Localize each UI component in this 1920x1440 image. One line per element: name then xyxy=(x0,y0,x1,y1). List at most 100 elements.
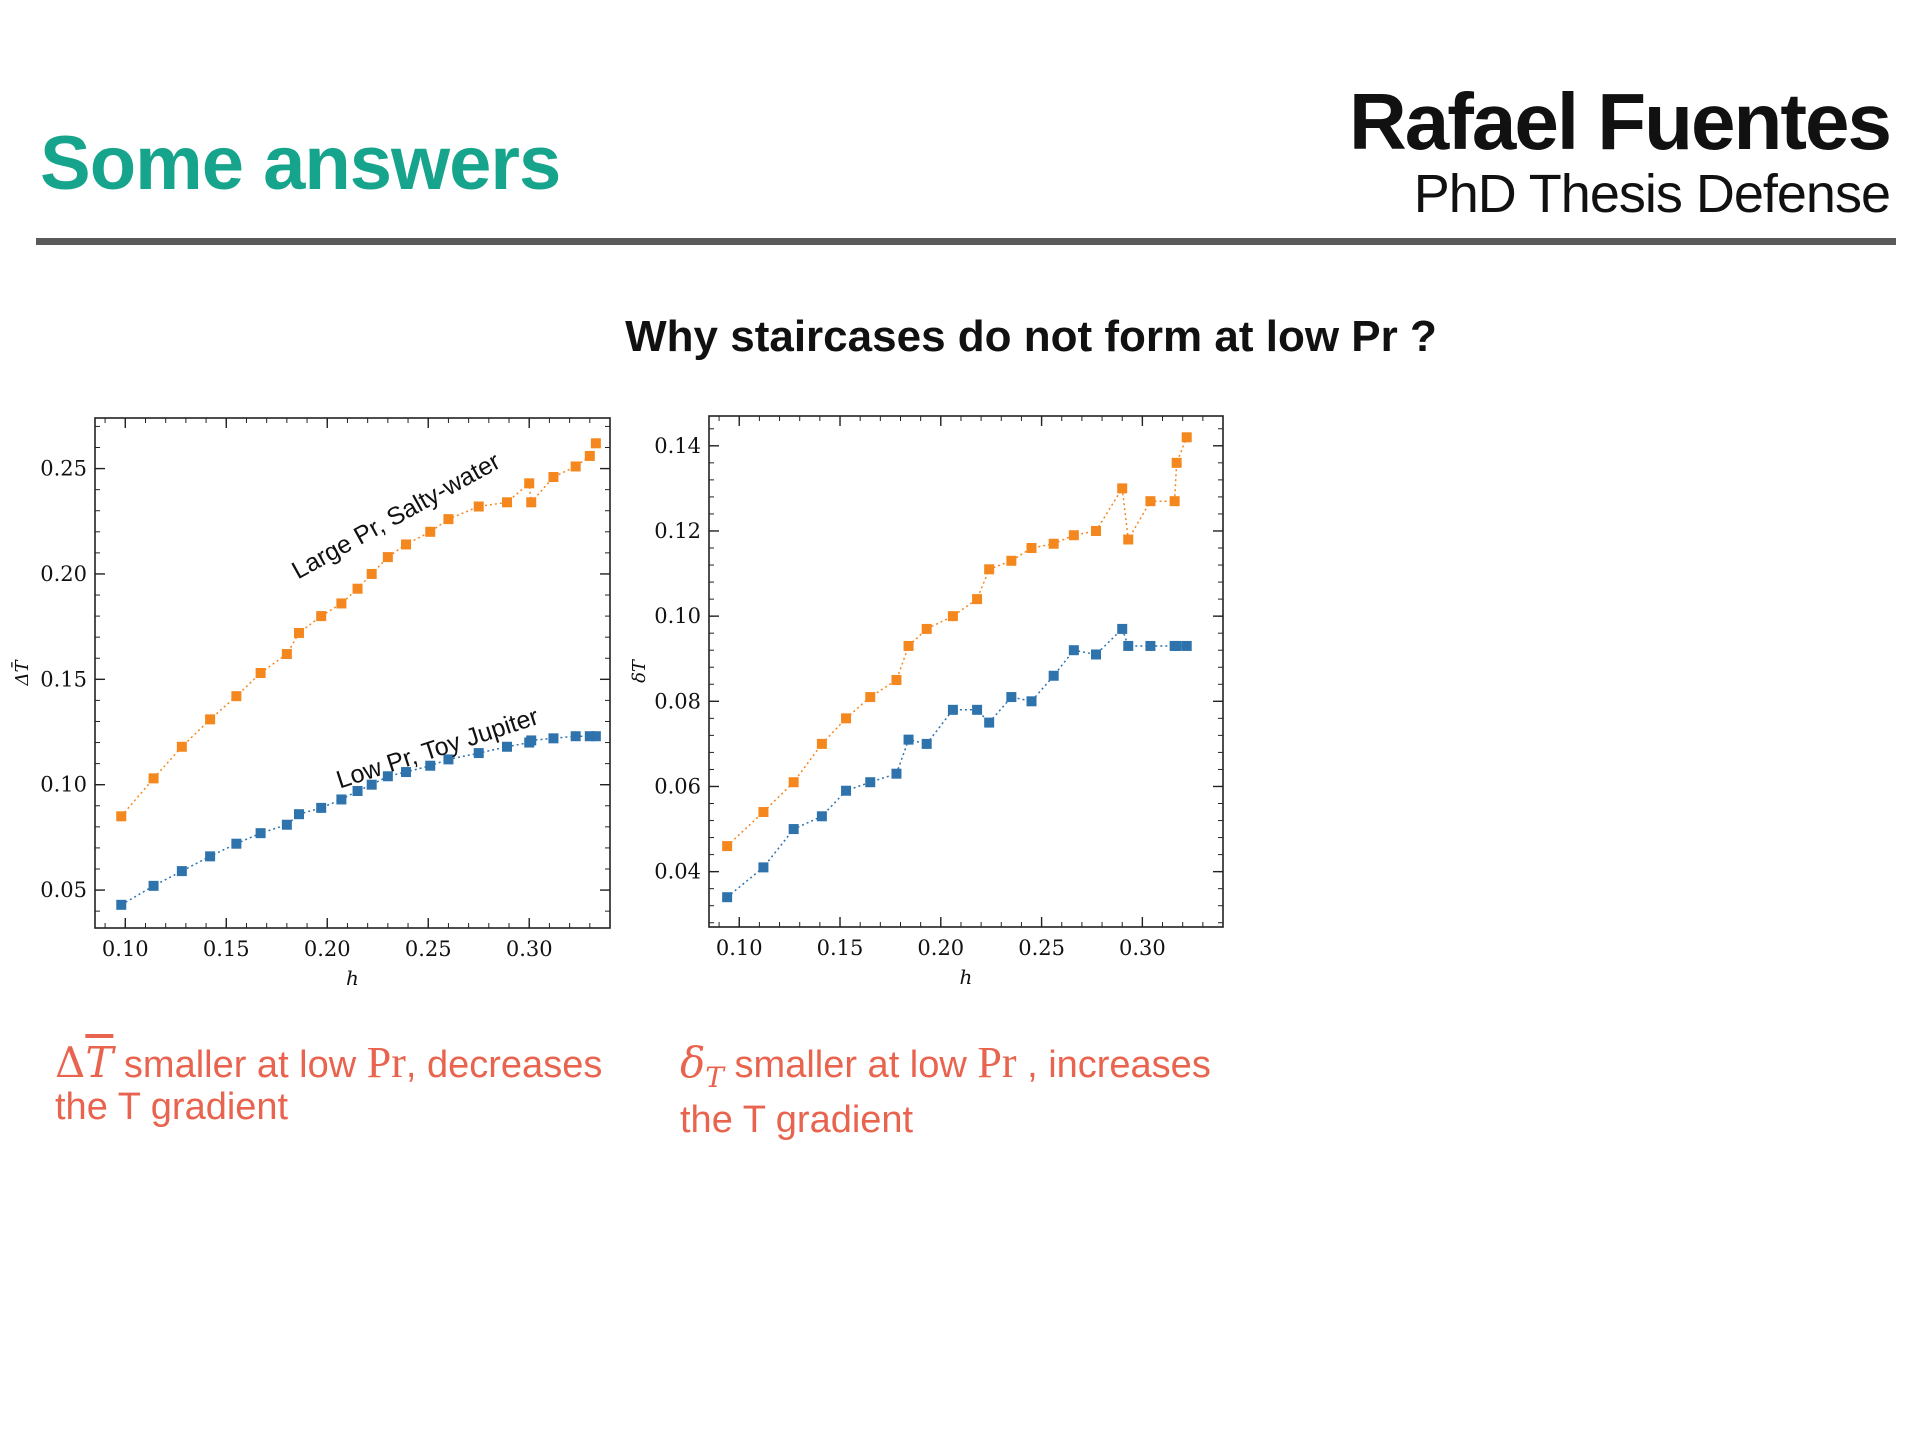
data-point-orange xyxy=(336,598,347,609)
data-point-orange xyxy=(1068,530,1079,541)
data-point-orange xyxy=(316,611,327,622)
data-point-blue xyxy=(352,786,363,797)
data-point-orange xyxy=(281,649,292,660)
data-point-orange xyxy=(382,552,393,563)
data-point-blue xyxy=(758,862,769,873)
x-tick-label: 0.10 xyxy=(102,937,149,961)
data-point-blue xyxy=(1091,649,1102,660)
data-point-blue xyxy=(382,771,393,782)
data-point-orange xyxy=(148,773,159,784)
data-point-blue xyxy=(526,735,537,746)
presenter-event: PhD Thesis Defense xyxy=(1413,164,1891,224)
data-point-blue xyxy=(570,731,581,742)
y-tick-label: 0.20 xyxy=(40,562,87,586)
caption-left-pr: Pr xyxy=(366,1038,406,1087)
data-point-orange xyxy=(255,668,266,678)
x-tick-label: 0.15 xyxy=(203,937,250,961)
x-tick-label: 0.30 xyxy=(506,937,553,961)
x-tick-label: 0.20 xyxy=(304,937,351,961)
data-point-orange xyxy=(788,777,799,788)
data-point-blue xyxy=(502,741,512,752)
data-point-blue xyxy=(443,754,454,765)
caption-right-line1: δT smaller at low Pr , increases xyxy=(680,1038,1211,1095)
y-tick-label: 0.04 xyxy=(654,860,701,884)
data-point-orange xyxy=(865,692,876,703)
data-point-blue xyxy=(425,760,436,771)
data-point-orange xyxy=(502,497,512,508)
data-point-orange xyxy=(1181,432,1192,443)
data-point-orange xyxy=(590,438,601,449)
caption-left-line2: the T gradient xyxy=(55,1086,289,1128)
data-point-blue xyxy=(293,809,304,820)
data-point-orange xyxy=(816,738,827,749)
header-divider xyxy=(36,238,1896,245)
x-axis-label: h xyxy=(960,965,973,989)
data-point-orange xyxy=(293,627,304,638)
y-tick-label: 0.10 xyxy=(40,773,87,797)
data-point-orange xyxy=(891,675,902,686)
data-point-orange xyxy=(1091,525,1102,536)
y-axis-label: ΔT̄ xyxy=(10,659,33,687)
data-point-blue xyxy=(316,802,327,813)
data-point-orange xyxy=(116,811,127,822)
data-point-orange xyxy=(1117,483,1128,494)
data-point-blue xyxy=(865,777,876,788)
data-point-orange xyxy=(443,514,454,525)
data-point-orange xyxy=(1171,457,1182,468)
caption-left-line1: ΔT smaller at low Pr, decreases xyxy=(55,1038,603,1087)
data-point-orange xyxy=(1048,538,1059,549)
data-point-blue xyxy=(921,738,932,749)
data-point-orange xyxy=(401,539,412,550)
x-tick-label: 0.15 xyxy=(817,936,864,960)
data-point-orange xyxy=(1123,534,1134,545)
data-point-orange xyxy=(947,611,958,622)
data-point-blue xyxy=(1123,640,1134,651)
plot-frame xyxy=(708,415,1224,928)
data-point-orange xyxy=(231,691,242,702)
y-tick-label: 0.25 xyxy=(40,457,87,481)
data-point-orange xyxy=(1006,555,1017,566)
data-point-orange xyxy=(921,623,932,634)
slide-title: Some answers xyxy=(40,121,561,206)
data-point-blue xyxy=(176,866,187,877)
data-point-blue xyxy=(1026,696,1037,707)
data-point-orange xyxy=(366,568,377,579)
data-point-blue xyxy=(1048,670,1059,681)
presenter-block: Rafael Fuentes PhD Thesis Defense xyxy=(1348,77,1892,225)
series-line-blue xyxy=(726,627,1187,898)
data-point-blue xyxy=(1171,640,1182,651)
data-point-blue xyxy=(548,733,559,744)
slide-subtitle: Why staircases do not form at low Pr ? xyxy=(625,312,1437,361)
data-point-blue xyxy=(255,828,266,839)
data-point-orange xyxy=(570,461,581,472)
data-point-orange xyxy=(984,564,995,575)
data-point-orange xyxy=(352,583,363,594)
y-tick-label: 0.10 xyxy=(654,604,701,628)
caption-left-symbol: ΔT xyxy=(55,1038,114,1087)
data-point-orange xyxy=(526,497,537,508)
x-tick-label: 0.25 xyxy=(405,937,452,961)
data-point-blue xyxy=(1117,623,1128,634)
data-point-orange xyxy=(972,594,983,605)
data-point-blue xyxy=(841,785,852,796)
data-point-orange xyxy=(548,472,559,483)
data-point-blue xyxy=(205,851,216,862)
data-point-blue xyxy=(231,838,242,849)
y-tick-label: 0.14 xyxy=(654,434,701,458)
data-point-blue xyxy=(281,819,292,830)
data-point-blue xyxy=(473,748,484,759)
x-tick-label: 0.30 xyxy=(1119,936,1166,960)
data-point-blue xyxy=(816,811,827,822)
data-point-orange xyxy=(425,526,436,537)
data-point-blue xyxy=(891,768,902,779)
caption-right-symbol: δT xyxy=(680,1038,724,1095)
data-point-blue xyxy=(116,899,127,910)
y-tick-label: 0.05 xyxy=(40,878,87,902)
presenter-name: Rafael Fuentes xyxy=(1348,77,1892,166)
y-tick-label: 0.12 xyxy=(654,519,701,543)
data-point-orange xyxy=(473,501,484,512)
caption-left: ΔT smaller at low Pr, decreases the T gr… xyxy=(55,1038,603,1129)
data-point-orange xyxy=(524,478,535,489)
